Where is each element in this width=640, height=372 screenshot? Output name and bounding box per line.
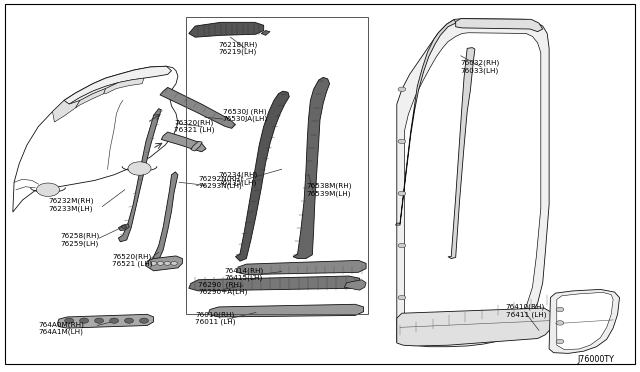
Polygon shape bbox=[52, 100, 80, 122]
Text: 76414(RH)
76415(LH): 76414(RH) 76415(LH) bbox=[224, 267, 263, 281]
Polygon shape bbox=[549, 289, 620, 353]
Polygon shape bbox=[64, 66, 172, 104]
Text: 764A0M(RH)
764A1M(LH): 764A0M(RH) 764A1M(LH) bbox=[38, 321, 84, 335]
Text: J76000TY: J76000TY bbox=[577, 355, 614, 364]
Circle shape bbox=[109, 318, 118, 323]
Circle shape bbox=[95, 318, 104, 323]
Polygon shape bbox=[236, 91, 289, 261]
Circle shape bbox=[171, 262, 177, 265]
Circle shape bbox=[157, 262, 164, 265]
Polygon shape bbox=[160, 87, 236, 128]
Text: 76320(RH)
76321 (LH): 76320(RH) 76321 (LH) bbox=[174, 119, 214, 134]
Polygon shape bbox=[147, 172, 178, 266]
Circle shape bbox=[556, 339, 564, 344]
Polygon shape bbox=[189, 22, 264, 37]
Polygon shape bbox=[118, 109, 161, 242]
Circle shape bbox=[79, 318, 88, 323]
Circle shape bbox=[398, 191, 406, 196]
Polygon shape bbox=[397, 19, 549, 347]
Polygon shape bbox=[261, 31, 270, 35]
Polygon shape bbox=[237, 260, 366, 275]
Polygon shape bbox=[191, 141, 202, 151]
Polygon shape bbox=[456, 19, 543, 32]
Circle shape bbox=[398, 243, 406, 248]
Polygon shape bbox=[293, 77, 330, 259]
Polygon shape bbox=[189, 276, 360, 291]
Polygon shape bbox=[146, 256, 182, 271]
Circle shape bbox=[398, 139, 406, 144]
Polygon shape bbox=[404, 33, 541, 339]
Polygon shape bbox=[557, 292, 613, 350]
Text: 76290  (RH)
76290+A(LH): 76290 (RH) 76290+A(LH) bbox=[198, 281, 248, 295]
Text: 76232M(RH)
76233M(LH): 76232M(RH) 76233M(LH) bbox=[48, 198, 93, 212]
Polygon shape bbox=[76, 89, 106, 108]
Circle shape bbox=[65, 318, 74, 323]
Text: 76258(RH)
76259(LH): 76258(RH) 76259(LH) bbox=[61, 233, 100, 247]
Polygon shape bbox=[13, 66, 178, 212]
Polygon shape bbox=[118, 224, 129, 231]
Text: 76234(RH)
76235(LH): 76234(RH) 76235(LH) bbox=[219, 171, 258, 186]
Text: 76538M(RH)
76539M(LH): 76538M(RH) 76539M(LH) bbox=[306, 183, 351, 197]
Circle shape bbox=[164, 262, 170, 265]
Text: 76530J (RH)
76530JA(LH): 76530J (RH) 76530JA(LH) bbox=[223, 108, 268, 122]
Circle shape bbox=[125, 318, 134, 323]
Circle shape bbox=[128, 162, 151, 175]
Polygon shape bbox=[208, 304, 364, 317]
Polygon shape bbox=[161, 132, 206, 152]
Circle shape bbox=[36, 183, 60, 196]
Text: 76032(RH)
76033(LH): 76032(RH) 76033(LH) bbox=[461, 60, 500, 74]
Circle shape bbox=[556, 307, 564, 312]
Circle shape bbox=[398, 295, 406, 300]
Polygon shape bbox=[396, 19, 456, 225]
Text: 76410(RH)
76411 (LH): 76410(RH) 76411 (LH) bbox=[506, 304, 546, 318]
Circle shape bbox=[556, 321, 564, 325]
Text: 76010(RH)
76011 (LH): 76010(RH) 76011 (LH) bbox=[195, 311, 236, 325]
Circle shape bbox=[398, 87, 406, 92]
Polygon shape bbox=[58, 314, 154, 328]
Text: 76218(RH)
76219(LH): 76218(RH) 76219(LH) bbox=[219, 41, 258, 55]
Circle shape bbox=[150, 262, 157, 265]
Bar bbox=[186, 17, 368, 314]
Polygon shape bbox=[397, 308, 550, 346]
Polygon shape bbox=[69, 83, 118, 104]
Polygon shape bbox=[448, 48, 475, 259]
Polygon shape bbox=[344, 280, 366, 290]
Polygon shape bbox=[104, 78, 144, 94]
Text: 76520(RH)
76521 (LH): 76520(RH) 76521 (LH) bbox=[112, 253, 152, 267]
Text: 76292N(RH)
76293N(LH): 76292N(RH) 76293N(LH) bbox=[198, 175, 243, 189]
Circle shape bbox=[140, 318, 148, 323]
Circle shape bbox=[122, 225, 127, 228]
